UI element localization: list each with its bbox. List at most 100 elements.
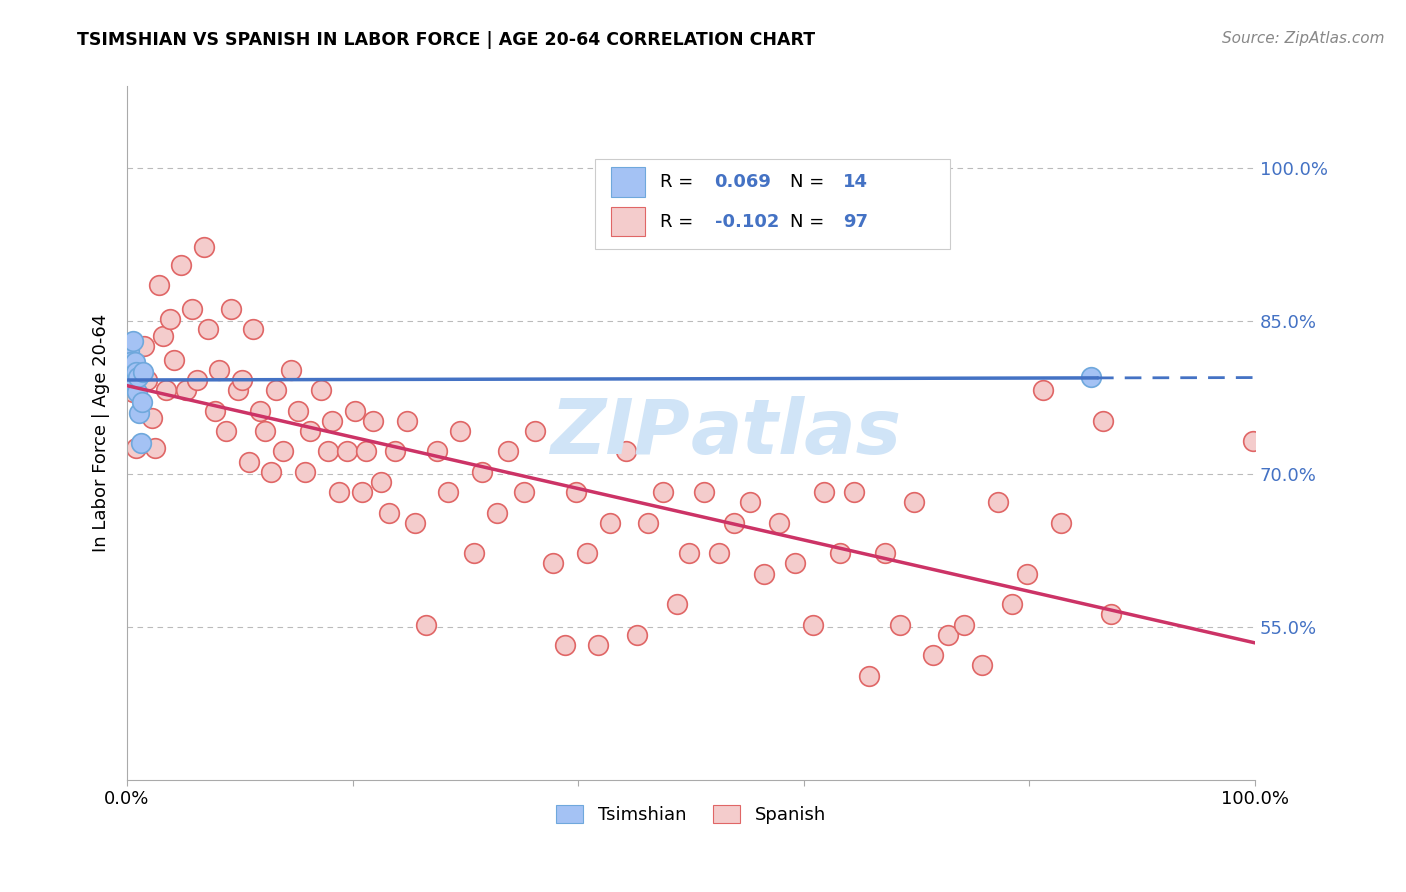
- Point: [155, 383, 177, 397]
- Point: [260, 465, 283, 479]
- Point: [783, 557, 806, 571]
- Text: R =: R =: [661, 212, 699, 230]
- Point: [136, 373, 159, 387]
- Text: Source: ZipAtlas.com: Source: ZipAtlas.com: [1222, 31, 1385, 46]
- Point: [496, 444, 519, 458]
- Point: [953, 617, 976, 632]
- Point: [125, 365, 148, 379]
- Point: [768, 516, 790, 530]
- Point: [343, 403, 366, 417]
- Point: [354, 444, 377, 458]
- Y-axis label: In Labor Force | Age 20-64: In Labor Force | Age 20-64: [93, 314, 110, 552]
- Point: [128, 406, 150, 420]
- Point: [294, 465, 316, 479]
- Point: [437, 485, 460, 500]
- Point: [576, 546, 599, 560]
- Point: [197, 322, 219, 336]
- Text: R =: R =: [661, 173, 699, 191]
- Text: N =: N =: [790, 173, 830, 191]
- Point: [361, 414, 384, 428]
- Text: 0.069: 0.069: [714, 173, 772, 191]
- Point: [231, 373, 253, 387]
- Point: [599, 516, 621, 530]
- Point: [316, 444, 339, 458]
- Point: [132, 365, 155, 379]
- Point: [121, 385, 143, 400]
- Text: 14: 14: [844, 173, 868, 191]
- Point: [651, 485, 673, 500]
- Point: [204, 403, 226, 417]
- Point: [208, 363, 231, 377]
- Point: [226, 383, 249, 397]
- Point: [813, 485, 835, 500]
- Point: [127, 370, 149, 384]
- Point: [463, 546, 485, 560]
- Point: [707, 546, 730, 560]
- Point: [152, 329, 174, 343]
- Point: [384, 444, 406, 458]
- Point: [370, 475, 392, 489]
- Point: [404, 516, 426, 530]
- Point: [426, 444, 449, 458]
- Point: [614, 444, 637, 458]
- Point: [129, 436, 152, 450]
- Point: [321, 414, 343, 428]
- Point: [449, 424, 471, 438]
- Point: [693, 485, 716, 500]
- Point: [174, 383, 197, 397]
- Point: [242, 322, 264, 336]
- Point: [215, 424, 238, 438]
- Point: [170, 258, 193, 272]
- Point: [309, 383, 332, 397]
- Point: [936, 628, 959, 642]
- Point: [1015, 566, 1038, 581]
- Legend: Tsimshian, Spanish: Tsimshian, Spanish: [547, 796, 835, 833]
- Point: [143, 442, 166, 456]
- Point: [637, 516, 659, 530]
- Point: [678, 546, 700, 560]
- Point: [1091, 414, 1114, 428]
- Point: [249, 403, 271, 417]
- Point: [350, 485, 373, 500]
- Point: [588, 638, 610, 652]
- Point: [124, 354, 146, 368]
- Point: [298, 424, 321, 438]
- Text: atlas: atlas: [690, 396, 903, 470]
- Point: [148, 278, 170, 293]
- Point: [336, 444, 359, 458]
- Point: [723, 516, 745, 530]
- Point: [127, 385, 149, 400]
- Point: [1050, 516, 1073, 530]
- Point: [280, 363, 302, 377]
- Point: [132, 339, 155, 353]
- Point: [219, 301, 242, 316]
- Point: [922, 648, 945, 663]
- Point: [801, 617, 824, 632]
- Point: [1099, 607, 1122, 622]
- Point: [626, 628, 648, 642]
- Text: N =: N =: [790, 212, 830, 230]
- Bar: [610, 168, 645, 196]
- Point: [125, 442, 148, 456]
- Point: [122, 375, 145, 389]
- Point: [264, 383, 287, 397]
- Point: [395, 414, 418, 428]
- Point: [271, 444, 294, 458]
- Point: [554, 638, 576, 652]
- Point: [415, 617, 437, 632]
- Text: -0.102: -0.102: [714, 212, 779, 230]
- Point: [193, 240, 215, 254]
- Point: [238, 454, 260, 468]
- Point: [181, 301, 204, 316]
- Point: [565, 485, 588, 500]
- Point: [163, 352, 186, 367]
- Text: TSIMSHIAN VS SPANISH IN LABOR FORCE | AGE 20-64 CORRELATION CHART: TSIMSHIAN VS SPANISH IN LABOR FORCE | AG…: [77, 31, 815, 49]
- Point: [328, 485, 350, 500]
- Point: [159, 311, 181, 326]
- Point: [186, 373, 208, 387]
- Point: [666, 597, 689, 611]
- Point: [118, 344, 141, 359]
- Point: [543, 557, 565, 571]
- Point: [253, 424, 276, 438]
- Point: [485, 506, 508, 520]
